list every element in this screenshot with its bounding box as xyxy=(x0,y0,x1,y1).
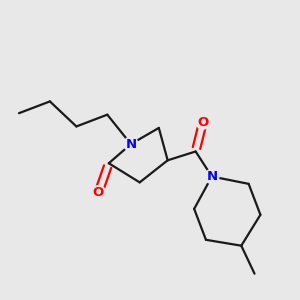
Text: O: O xyxy=(93,186,104,199)
Text: N: N xyxy=(206,170,218,183)
Circle shape xyxy=(124,137,138,151)
Text: O: O xyxy=(197,116,208,128)
Text: N: N xyxy=(125,138,136,151)
Circle shape xyxy=(196,115,210,129)
Circle shape xyxy=(92,186,106,200)
Circle shape xyxy=(205,169,219,184)
